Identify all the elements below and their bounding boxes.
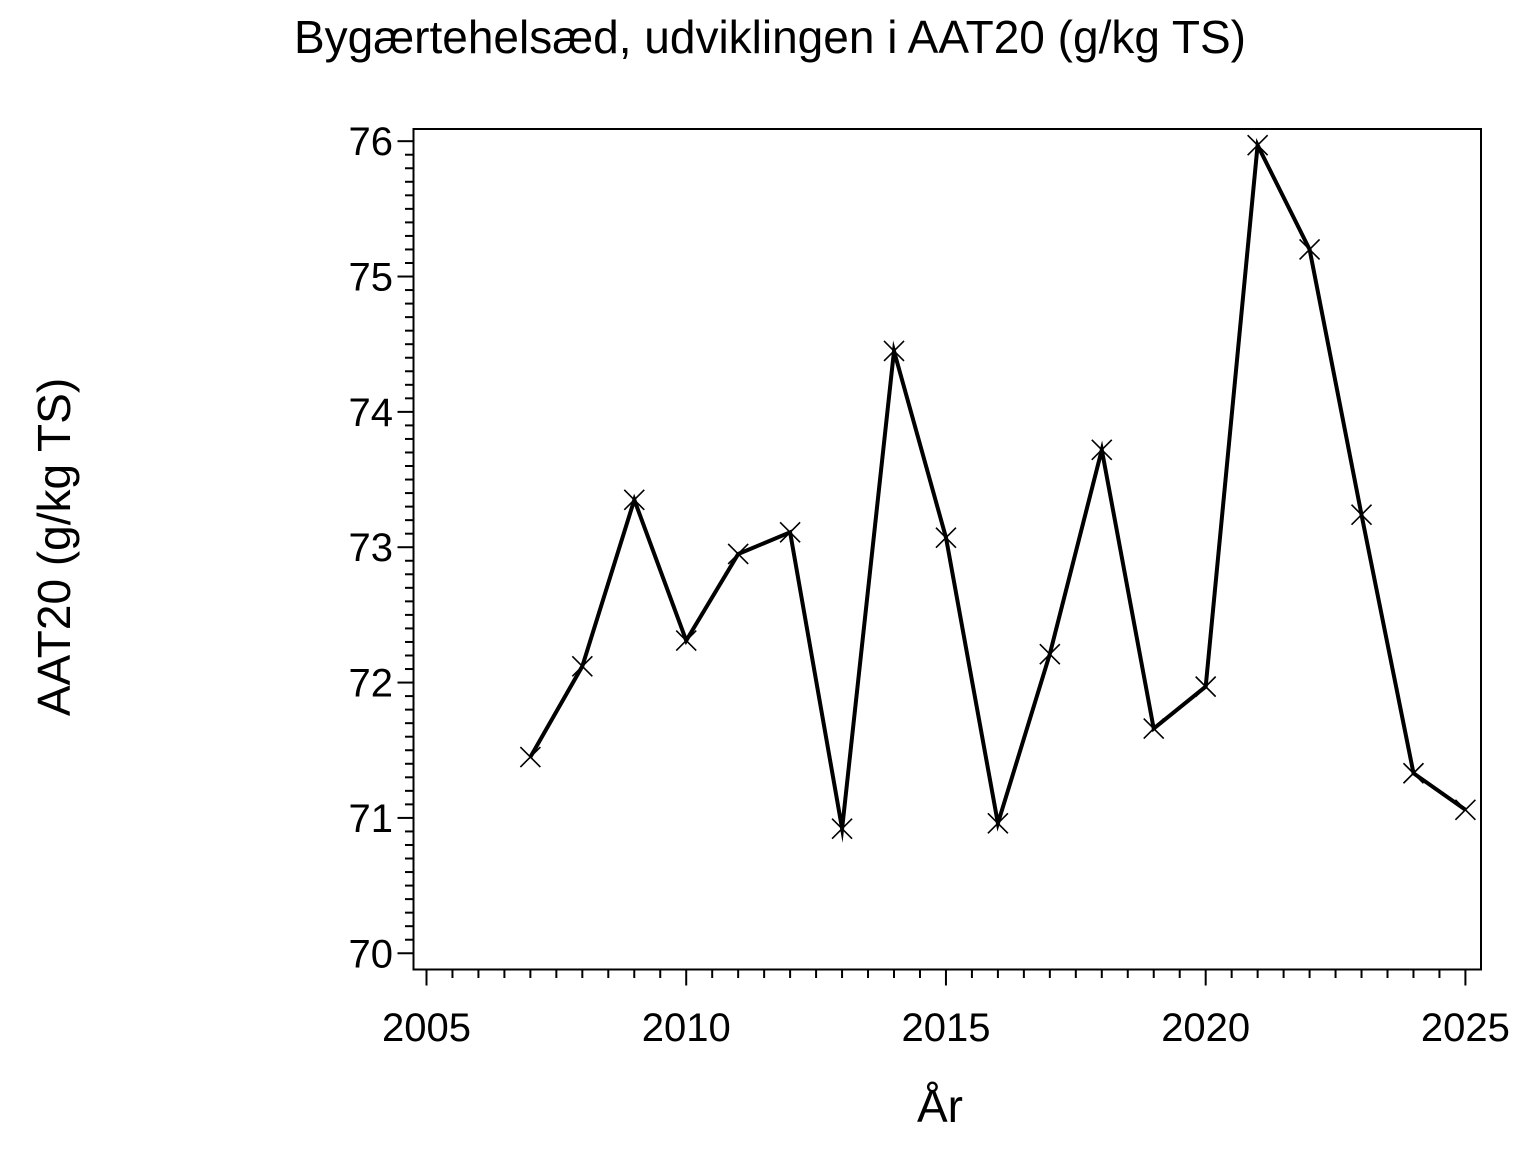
data-point-marker — [1091, 439, 1113, 461]
y-tick-label: 72 — [349, 662, 394, 706]
x-tick-label: 2010 — [642, 1006, 731, 1050]
x-tick-label: 2020 — [1161, 1006, 1250, 1050]
data-point-marker — [1350, 504, 1373, 526]
y-tick-label: 71 — [349, 797, 394, 841]
data-point-marker — [935, 527, 957, 549]
data-point-marker — [675, 630, 697, 652]
y-tick-label: 76 — [349, 120, 394, 164]
y-tick-label: 74 — [349, 391, 394, 435]
x-tick-label: 2025 — [1421, 1006, 1510, 1050]
y-axis-label: AAT20 (g/kg TS) — [28, 378, 80, 716]
plot-frame — [412, 128, 1482, 971]
data-point-marker — [1402, 762, 1425, 784]
data-point-marker — [623, 489, 645, 511]
y-tick-label: 75 — [349, 256, 394, 300]
data-point-marker — [1195, 676, 1217, 698]
y-tick-label: 70 — [349, 932, 394, 976]
chart-title: Bygærtehelsæd, udviklingen i AAT20 (g/kg… — [294, 11, 1246, 63]
data-point-marker — [883, 340, 905, 362]
x-tick-label: 2005 — [382, 1006, 471, 1050]
data-line — [528, 138, 1467, 843]
y-tick-label: 73 — [349, 526, 394, 570]
tick-labels-layer: 2005 2010 2015 2020 2025 70 71 72 73 74 75 76 — [349, 120, 1510, 1050]
x-axis-label: År — [917, 1080, 963, 1132]
data-point-marker — [1454, 799, 1476, 821]
data-point-marker — [571, 655, 593, 677]
data-point-marker — [831, 818, 853, 840]
data-point-marker — [1299, 238, 1321, 261]
x-tick-label: 2015 — [901, 1006, 990, 1050]
series-layer — [519, 134, 1476, 843]
data-point-marker — [1143, 718, 1165, 740]
ticks-layer — [397, 140, 1467, 986]
data-point-marker — [727, 543, 749, 565]
data-point-marker — [1247, 134, 1269, 156]
data-point-marker — [1039, 643, 1061, 665]
data-point-marker — [519, 746, 541, 768]
data-point-marker — [779, 521, 801, 543]
data-point-marker — [987, 812, 1009, 834]
